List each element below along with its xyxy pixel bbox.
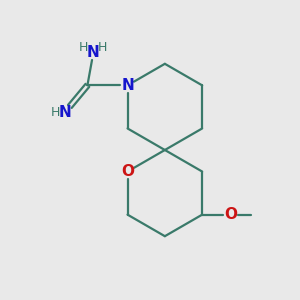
Text: H: H	[51, 106, 60, 118]
Text: N: N	[59, 105, 71, 120]
Text: H: H	[98, 41, 108, 54]
Text: O: O	[121, 164, 134, 179]
Text: N: N	[87, 45, 100, 60]
Text: N: N	[121, 78, 134, 93]
Text: H: H	[79, 41, 88, 54]
Text: O: O	[224, 207, 237, 222]
